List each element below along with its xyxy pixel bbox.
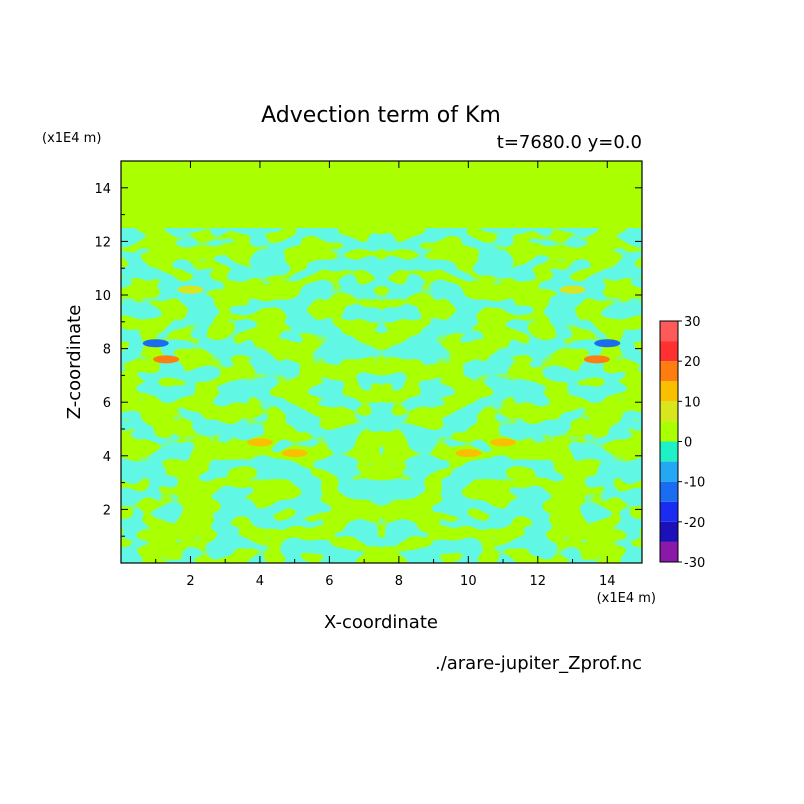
y-tick-label-3: 8 [103,343,111,358]
colorbar-swatch-1 [660,521,678,542]
x-tick-label-0: 2 [186,574,194,589]
feature-mark-7 [490,438,517,447]
feature-mark-1 [583,355,610,364]
x-tick-label-2: 6 [325,574,333,589]
y-tick-label-2: 6 [103,396,111,411]
colorbar-label-5: 20 [684,355,701,370]
plot-frame [120,160,643,564]
y-tick-label-1: 4 [103,450,111,465]
colorbar-swatch-6 [660,421,678,442]
colorbar-swatch-4 [660,461,678,482]
x-tick-label-4: 10 [460,574,477,589]
feature-mark-3 [594,339,621,348]
y-unit-label: (x1E4 m) [42,131,101,146]
colorbar-swatch-0 [660,541,678,562]
x-tick-label-1: 4 [256,574,264,589]
chart-title: Advection term of Km [261,103,501,128]
colorbar-label-6: 30 [684,315,701,330]
colorbar-label-1: -20 [684,516,705,531]
colorbar-label-2: -10 [684,476,705,491]
plot-area [121,161,642,563]
colorbar-label-3: 0 [684,436,692,451]
y-tick-label-4: 10 [94,289,111,304]
y-axis: 2 4 6 8 10 12 14 [94,182,642,537]
x-tick-label-3: 8 [395,574,403,589]
noise-field [121,228,642,563]
feature-mark-8 [281,449,308,458]
y-axis-label: Z-coordinate [64,305,85,420]
feature-mark-0 [153,355,180,364]
feature-marks [142,285,621,458]
colorbar-swatch-5 [660,441,678,462]
feature-mark-4 [177,285,204,294]
colorbar-label-4: 10 [684,395,701,410]
x-axis-label: X-coordinate [324,612,438,633]
colorbar-swatch-11 [660,321,678,342]
file-label: ./arare-jupiter_Zprof.nc [435,653,642,674]
colorbar-swatch-2 [660,501,678,522]
feature-mark-5 [559,285,586,294]
colorbar-swatch-10 [660,341,678,362]
colorbar: -30 -20 -10 0 10 20 30 [659,315,705,571]
feature-mark-6 [246,438,273,447]
colorbar-label-0: -30 [684,556,705,571]
feature-mark-2 [142,339,169,348]
colorbar-swatch-7 [660,401,678,422]
y-tick-label-6: 14 [94,182,111,197]
colorbar-swatch-8 [660,381,678,402]
x-axis: 2 4 6 8 10 12 14 [155,161,616,589]
x-unit-label: (x1E4 m) [597,591,656,606]
x-tick-label-5: 12 [530,574,547,589]
feature-mark-9 [455,449,482,458]
y-tick-label-0: 2 [103,503,111,518]
x-tick-label-6: 14 [599,574,616,589]
time-label: t=7680.0 y=0.0 [497,132,642,153]
y-tick-label-5: 12 [94,235,111,250]
colorbar-swatch-9 [660,361,678,382]
colorbar-swatch-3 [660,481,678,502]
